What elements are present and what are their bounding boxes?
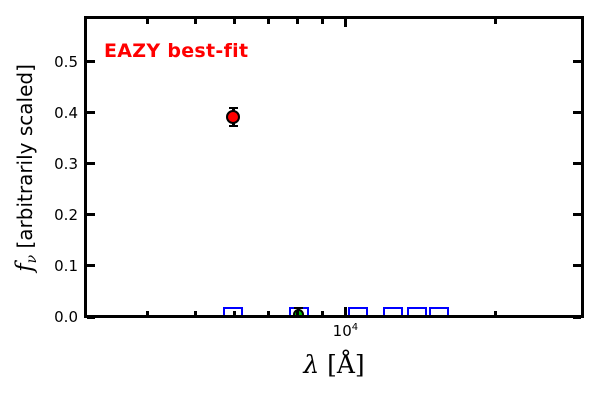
observed-point-circle bbox=[293, 309, 305, 317]
y-tick-right bbox=[573, 111, 581, 115]
x-tick-top bbox=[233, 19, 237, 24]
y-tick-label: 0.2 bbox=[54, 205, 78, 224]
x-tick-bottom bbox=[193, 310, 197, 315]
axis-spine-bottom bbox=[84, 315, 584, 318]
x-tick-label-base: 10 bbox=[332, 322, 352, 340]
annotation-eazy-best-fit: EAZY best-fit bbox=[104, 40, 249, 62]
axis-spine-left bbox=[84, 16, 87, 318]
y-tick-label: 0.3 bbox=[54, 154, 78, 173]
model-point-square bbox=[347, 307, 368, 317]
x-tick-top bbox=[266, 19, 270, 24]
x-tick-bottom bbox=[266, 310, 270, 315]
x-tick-bottom bbox=[233, 310, 237, 315]
errorbar-cap-top bbox=[294, 306, 304, 310]
y-tick-right bbox=[573, 60, 581, 64]
x-tick-bottom bbox=[321, 310, 325, 315]
nu-subscript: ν bbox=[24, 254, 40, 264]
x-tick-label-exponent: 4 bbox=[351, 322, 359, 333]
y-tick-left bbox=[87, 162, 95, 166]
x-tick-bottom bbox=[343, 307, 347, 315]
x-tick-top bbox=[493, 19, 497, 24]
y-tick-right bbox=[573, 315, 581, 319]
fnu-symbol: f bbox=[12, 263, 38, 272]
x-tick-top bbox=[343, 19, 347, 27]
model-point-square bbox=[223, 307, 244, 317]
errorbar-cap-bottom bbox=[228, 124, 238, 128]
y-tick-label: 0.1 bbox=[54, 256, 78, 275]
y-axis-label: fν [arbitrarily scaled] bbox=[10, 8, 40, 328]
y-tick-right bbox=[573, 264, 581, 268]
x-tick-label: 104 bbox=[315, 322, 375, 340]
y-tick-label: 0.5 bbox=[54, 52, 78, 71]
model-point-square bbox=[429, 307, 450, 317]
x-axis-label: λ [Å] bbox=[234, 350, 434, 379]
y-tick-label: 0.4 bbox=[54, 103, 78, 122]
x-axis-unit: [Å] bbox=[319, 350, 365, 379]
y-tick-left bbox=[87, 315, 95, 319]
model-point-square bbox=[407, 307, 428, 317]
y-tick-left bbox=[87, 60, 95, 64]
data-layer bbox=[85, 17, 583, 317]
y-tick-label: 0.0 bbox=[54, 308, 78, 326]
observed-point-circle bbox=[226, 110, 241, 124]
axis-spine-top bbox=[84, 16, 584, 19]
x-tick-top bbox=[321, 19, 325, 24]
lambda-symbol: λ bbox=[303, 350, 320, 379]
axis-spine-right bbox=[581, 16, 584, 318]
model-point-square bbox=[383, 307, 404, 317]
x-tick-top bbox=[295, 19, 299, 24]
y-tick-right bbox=[573, 162, 581, 166]
x-tick-bottom bbox=[493, 310, 497, 315]
y-tick-left bbox=[87, 111, 95, 115]
x-tick-top bbox=[193, 19, 197, 24]
x-tick-top bbox=[145, 19, 149, 24]
y-axis-label-text: [arbitrarily scaled] bbox=[13, 64, 37, 255]
x-tick-bottom bbox=[145, 310, 149, 315]
errorbar-cap-top bbox=[228, 106, 238, 110]
y-tick-right bbox=[573, 213, 581, 217]
y-tick-left bbox=[87, 264, 95, 268]
y-tick-left bbox=[87, 213, 95, 217]
x-tick-bottom bbox=[295, 310, 299, 315]
